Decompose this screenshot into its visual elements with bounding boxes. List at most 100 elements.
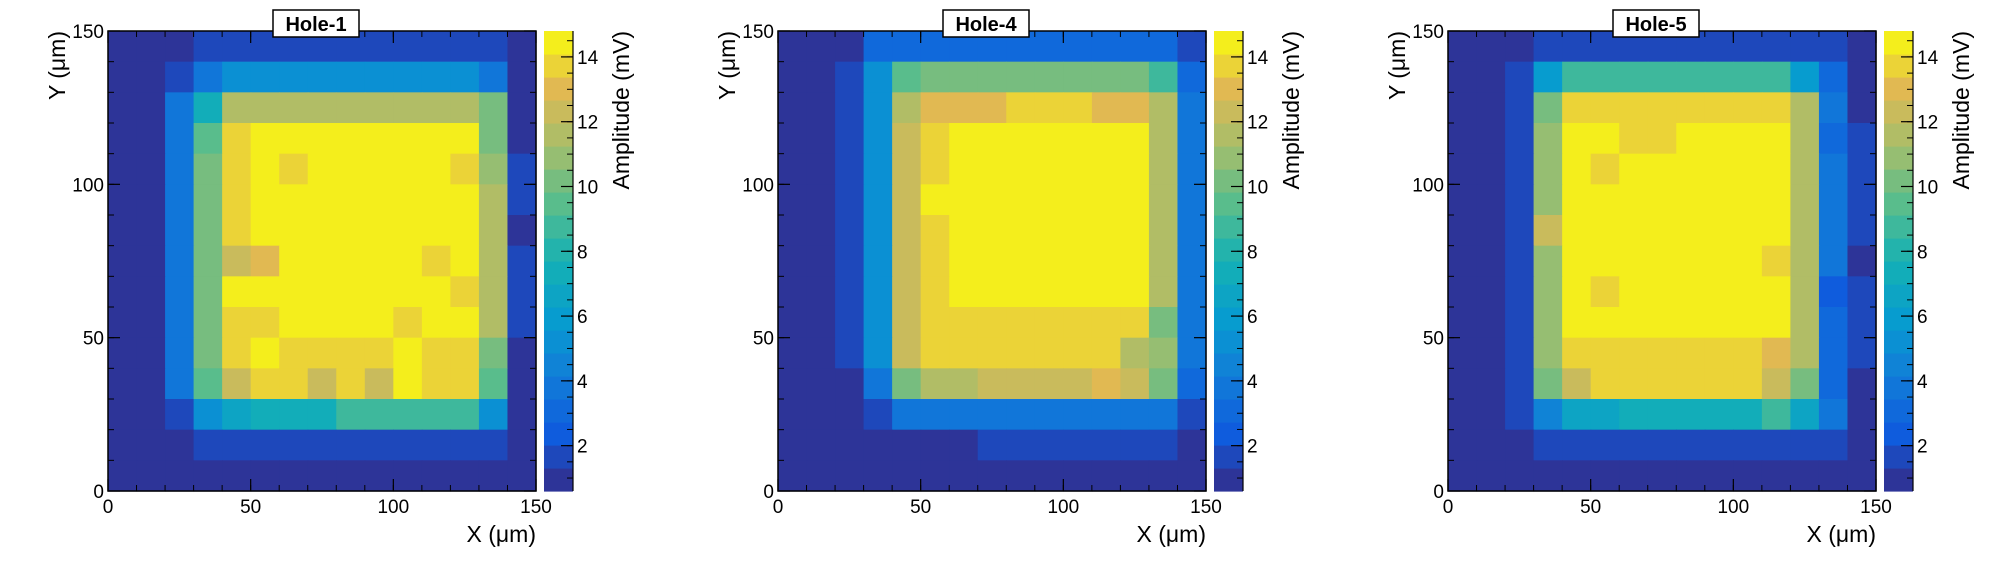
colorbar-tick-label: 10 (1247, 177, 1268, 198)
heatmap-cell (1006, 368, 1036, 400)
colorbar-tick-label: 4 (1917, 372, 1928, 393)
heatmap-cell (1148, 307, 1179, 339)
heatmap-cell (1590, 276, 1620, 308)
heatmap-cell (165, 276, 195, 308)
colorbar-band (544, 77, 573, 101)
heatmap-cell (1148, 460, 1179, 492)
heatmap-cell (1847, 61, 1877, 93)
colorbar-tick-label: 12 (577, 113, 598, 134)
colorbar-band (1884, 261, 1913, 285)
heatmap-cell (364, 307, 394, 339)
heatmap-cell (279, 215, 309, 247)
heatmap-cell (863, 215, 893, 247)
heatmap-cell (222, 399, 252, 431)
heatmap-cell (1006, 184, 1036, 216)
heatmap-cell (835, 153, 865, 185)
heatmap-cell (1148, 61, 1179, 93)
heatmap-cell (136, 276, 166, 308)
colorbar-band (1214, 468, 1243, 492)
heatmap-cell (1006, 460, 1036, 492)
heatmap-cell (1177, 92, 1207, 124)
heatmap-cell (920, 460, 950, 492)
heatmap-cell (1006, 429, 1036, 461)
heatmap-cell (1148, 245, 1179, 277)
heatmap-cell (1034, 215, 1064, 247)
heatmap-cell (1590, 429, 1620, 461)
heatmap-cell (421, 123, 451, 155)
heatmap-cell (1818, 460, 1849, 492)
y-tick-label: 100 (1412, 175, 1444, 196)
colorbar-band (1884, 422, 1913, 446)
heatmap-cell (1818, 399, 1849, 431)
heatmap-cell (1818, 307, 1849, 339)
heatmap-cell (863, 31, 893, 63)
heatmap-cell (1448, 307, 1478, 339)
heatmap-cell (1676, 399, 1706, 431)
heatmap-cell (1533, 215, 1563, 247)
heatmap-cell (1006, 337, 1036, 369)
heatmap-cell (1704, 92, 1734, 124)
heatmap-cell (1177, 61, 1207, 93)
heatmap-cell (778, 307, 808, 339)
heatmap-cell (136, 153, 166, 185)
heatmap-cell (478, 245, 509, 277)
heatmap-cell (450, 245, 480, 277)
heatmap-cell (393, 31, 423, 63)
heatmap-cell (1818, 123, 1849, 155)
heatmap-cell (165, 31, 195, 63)
heatmap-cell (949, 399, 979, 431)
heatmap-cell (1562, 184, 1592, 216)
heatmap-cell (279, 184, 309, 216)
heatmap-cell (920, 153, 950, 185)
heatmap-cell (193, 337, 223, 369)
colorbar-tick-label: 14 (1917, 48, 1939, 69)
heatmap-cell (949, 460, 979, 492)
colorbar-tick-label: 8 (1247, 242, 1258, 263)
heatmap-cell (835, 31, 865, 63)
heatmap-cell (1533, 31, 1563, 63)
heatmap-cell (892, 92, 922, 124)
heatmap-cell (421, 337, 451, 369)
heatmap-cell (1148, 31, 1179, 63)
heatmap-cell (364, 337, 394, 369)
heatmap-cell (1120, 123, 1150, 155)
heatmap-cell (336, 92, 366, 124)
colorbar-tick-label: 12 (1247, 113, 1268, 134)
heatmap-cell (307, 399, 337, 431)
heatmap-cell (1505, 276, 1535, 308)
heatmap-panel-1: 0 50 100 150 0 50 100 150 X (μm) Y (μm) Hole-1 2 4 6 8… (44, 9, 634, 547)
heatmap-cell (165, 399, 195, 431)
heatmap-cell (307, 368, 337, 400)
heatmap-cell (1505, 429, 1535, 461)
heatmap-cell (108, 245, 138, 277)
heatmap-cell (1676, 276, 1706, 308)
heatmap-cell (1533, 245, 1563, 277)
heatmap-cell (920, 92, 950, 124)
x-tick-label: 100 (1047, 497, 1079, 518)
heatmap-cell (1818, 92, 1849, 124)
heatmap-cell (1704, 460, 1734, 492)
heatmap-cell (1448, 460, 1478, 492)
heatmap-cell (364, 123, 394, 155)
colorbar-tick-label: 10 (1917, 177, 1938, 198)
heatmap-cell (1676, 215, 1706, 247)
heatmap-cell (1091, 460, 1121, 492)
heatmap-cell (1733, 61, 1763, 93)
heatmap-cell (165, 429, 195, 461)
heatmap-cell (1647, 337, 1677, 369)
colorbar-band (1214, 376, 1243, 400)
colorbar-band (1884, 31, 1913, 55)
heatmap-cell (1063, 153, 1093, 185)
colorbar-band (544, 445, 573, 469)
y-tick-label: 150 (742, 22, 774, 43)
colorbar-band (1884, 77, 1913, 101)
heatmap-cell (1590, 61, 1620, 93)
heatmap-cell (920, 184, 950, 216)
heatmap-cell (222, 429, 252, 461)
heatmap-cell (1476, 31, 1506, 63)
colorbar-band (544, 31, 573, 55)
heatmap-cell (364, 92, 394, 124)
heatmap-cell (835, 215, 865, 247)
colorbar-band (544, 376, 573, 400)
